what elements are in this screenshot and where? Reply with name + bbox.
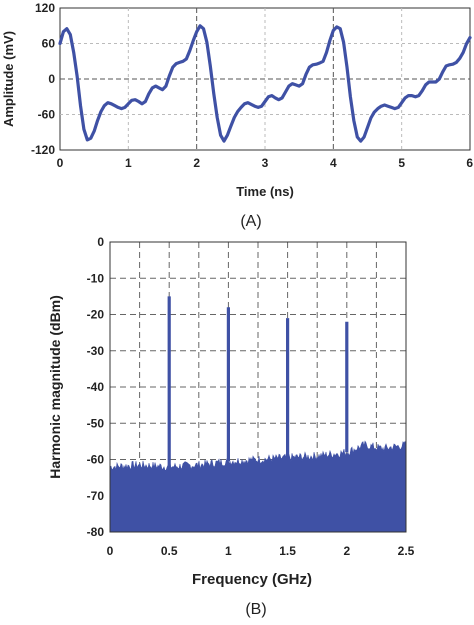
chart-b-y-tick-label: -70 bbox=[87, 489, 105, 503]
chart-a: 120 60 0 -60 -120 0 1 2 3 4 5 6 Time (ns) Amplitud… bbox=[1, 1, 473, 230]
chart-b-x-ticks: 0 0.5 1 1.5 2 2.5 bbox=[107, 544, 415, 558]
chart-b-x-tick-label: 1 bbox=[225, 544, 232, 558]
chart-b-x-tick-label: 0 bbox=[107, 544, 114, 558]
chart-a-y-ticks: 120 60 0 -60 -120 bbox=[31, 1, 55, 157]
chart-a-panel-label: (A) bbox=[240, 213, 261, 230]
chart-a-x-tick-label: 2 bbox=[193, 156, 200, 170]
chart-b-y-tick-label: -50 bbox=[87, 416, 105, 430]
chart-b-y-ticks: 0 -10 -20 -30 -40 -50 -60 -70 -80 bbox=[87, 235, 105, 539]
chart-a-x-tick-label: 0 bbox=[57, 156, 64, 170]
chart-b-x-tick-label: 2.5 bbox=[398, 544, 415, 558]
chart-a-x-ticks: 0 1 2 3 4 5 6 bbox=[57, 156, 474, 170]
chart-b-plot-frame bbox=[109, 241, 407, 533]
chart-b-y-tick-label: -20 bbox=[87, 308, 105, 322]
chart-b-y-tick-label: -80 bbox=[87, 525, 105, 539]
chart-a-waveform-line bbox=[58, 24, 472, 143]
chart-a-x-tick-label: 6 bbox=[466, 156, 473, 170]
chart-a-x-tick-label: 3 bbox=[262, 156, 269, 170]
chart-a-x-tick-label: 4 bbox=[330, 156, 337, 170]
chart-b-series bbox=[109, 296, 407, 533]
chart-b-x-tick-label: 2 bbox=[343, 544, 350, 558]
chart-b-y-tick-label: -60 bbox=[87, 453, 105, 467]
chart-a-series bbox=[58, 24, 472, 143]
chart-a-y-tick-label: 0 bbox=[48, 72, 55, 86]
chart-a-x-axis-label: Time (ns) bbox=[236, 184, 294, 199]
chart-b-panel-label: (B) bbox=[245, 601, 266, 618]
chart-b-noise-floor bbox=[109, 440, 407, 533]
chart-b-y-tick-label: 0 bbox=[97, 235, 104, 249]
chart-b-y-tick-label: -10 bbox=[87, 271, 105, 285]
chart-b-x-axis-label: Frequency (GHz) bbox=[192, 571, 312, 588]
chart-b: 0 -10 -20 -30 -40 -50 -60 -70 -80 0 0.5 1 1.5 2 2.5 F… bbox=[47, 235, 415, 618]
chart-a-y-tick-label: -60 bbox=[38, 108, 56, 122]
chart-a-y-tick-label: 120 bbox=[35, 1, 55, 15]
chart-a-y-axis-label: Amplitude (mV) bbox=[1, 31, 16, 127]
chart-b-y-tick-label: -30 bbox=[87, 344, 105, 358]
chart-a-y-tick-label: -120 bbox=[31, 143, 55, 157]
chart-a-y-tick-label: 60 bbox=[42, 37, 56, 51]
chart-a-grid bbox=[60, 8, 470, 150]
chart-a-x-tick-label: 1 bbox=[125, 156, 132, 170]
chart-a-x-tick-label: 5 bbox=[398, 156, 405, 170]
chart-b-x-tick-label: 1.5 bbox=[279, 544, 296, 558]
chart-b-y-axis-label: Harmonic magnitude (dBm) bbox=[47, 295, 63, 479]
chart-b-y-tick-label: -40 bbox=[87, 380, 105, 394]
chart-b-x-tick-label: 0.5 bbox=[161, 544, 178, 558]
